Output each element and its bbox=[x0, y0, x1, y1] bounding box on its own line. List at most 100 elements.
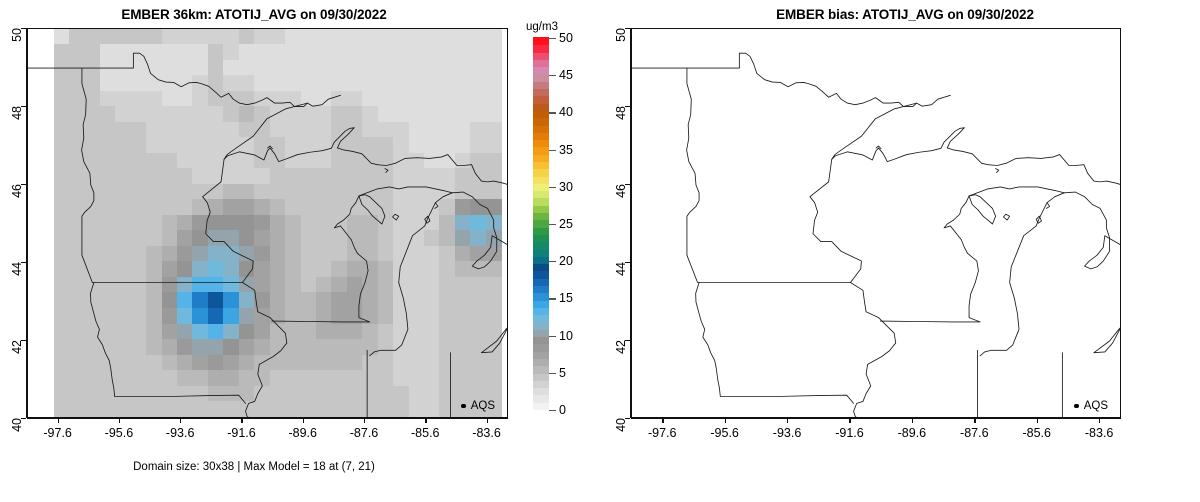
colorbar-segment bbox=[533, 139, 549, 148]
grid-cell bbox=[207, 261, 225, 278]
grid-cell bbox=[99, 29, 116, 45]
grid-cell bbox=[470, 183, 487, 201]
grid-cell bbox=[300, 276, 317, 294]
grid-cell bbox=[454, 323, 471, 340]
grid-cell bbox=[393, 137, 410, 154]
grid-cell bbox=[161, 29, 178, 45]
grid-cell bbox=[454, 121, 471, 138]
grid-cell bbox=[177, 354, 194, 371]
y-axis-tick bbox=[624, 184, 630, 186]
grid-cell bbox=[99, 276, 116, 294]
grid-cell bbox=[146, 183, 163, 201]
grid-cell bbox=[346, 90, 363, 107]
grid-cell bbox=[238, 90, 255, 107]
grid-cell bbox=[207, 183, 225, 201]
grid-cell bbox=[269, 199, 286, 216]
boundary-line bbox=[242, 283, 286, 418]
grid-cell bbox=[177, 385, 194, 402]
colorbar-segment bbox=[533, 372, 549, 381]
grid-cell bbox=[192, 214, 209, 232]
aqs-legend-bias: AQS bbox=[1074, 400, 1108, 412]
grid-cell bbox=[285, 121, 302, 138]
grid-cell bbox=[408, 152, 425, 170]
aqs-marker-icon bbox=[461, 403, 466, 409]
grid-cell bbox=[84, 75, 101, 92]
grid-cell bbox=[423, 152, 441, 170]
grid-cell bbox=[99, 75, 116, 92]
grid-cell bbox=[285, 323, 302, 340]
grid-cell bbox=[439, 245, 456, 263]
grid-cell bbox=[315, 245, 333, 263]
grid-cell bbox=[84, 354, 101, 371]
model-plot-area: AQS bbox=[27, 28, 508, 418]
grid-cell bbox=[346, 199, 363, 216]
grid-cell bbox=[315, 230, 333, 247]
grid-cell bbox=[454, 292, 471, 309]
grid-cell bbox=[362, 230, 379, 247]
grid-cell bbox=[454, 276, 471, 294]
y-axis-tick-label: 48 bbox=[613, 106, 628, 120]
grid-cell bbox=[408, 199, 425, 216]
grid-cell bbox=[53, 261, 70, 278]
grid-cell bbox=[285, 230, 302, 247]
boundary-line bbox=[224, 103, 472, 165]
grid-cell bbox=[223, 339, 240, 356]
colorbar-segment bbox=[533, 44, 549, 53]
grid-cell bbox=[269, 44, 286, 61]
grid-cell bbox=[408, 245, 425, 263]
grid-cell bbox=[84, 183, 101, 201]
colorbar-unit-label: ug/m3 bbox=[526, 21, 558, 33]
grid-cell bbox=[161, 401, 178, 417]
grid-cell bbox=[269, 137, 286, 154]
grid-cell bbox=[408, 59, 425, 76]
grid-cell bbox=[207, 323, 225, 340]
grid-cell bbox=[470, 261, 487, 278]
boundary-line bbox=[944, 196, 969, 240]
grid-cell bbox=[408, 44, 425, 61]
boundary-line bbox=[996, 169, 999, 173]
grid-cell bbox=[161, 199, 178, 216]
colorbar-segment bbox=[533, 387, 549, 396]
grid-cell bbox=[346, 261, 363, 278]
x-axis-tick bbox=[1036, 418, 1039, 423]
grid-cell bbox=[269, 292, 286, 309]
x-axis-tick-label: -83.6 bbox=[472, 426, 501, 440]
grid-cell bbox=[161, 183, 178, 201]
grid-cell bbox=[192, 183, 209, 201]
colorbar-tick bbox=[549, 186, 556, 189]
grid-cell bbox=[439, 90, 456, 107]
grid-cell bbox=[331, 261, 348, 278]
colorbar-segment bbox=[533, 103, 549, 111]
grid-cell bbox=[115, 339, 132, 356]
grid-cell bbox=[439, 385, 456, 402]
x-axis-tick bbox=[364, 418, 366, 423]
grid-cell bbox=[346, 323, 363, 340]
grid-cell bbox=[470, 75, 487, 92]
grid-cell bbox=[207, 385, 225, 402]
grid-cell bbox=[485, 137, 502, 154]
grid-cell bbox=[454, 168, 471, 185]
grid-cell bbox=[207, 106, 225, 123]
grid-cell bbox=[99, 323, 116, 340]
colorbar-segment bbox=[533, 358, 549, 367]
x-axis-tick bbox=[425, 418, 427, 423]
grid-cell bbox=[485, 44, 502, 61]
grid-cell bbox=[84, 308, 101, 325]
y-axis-tick-label: 44 bbox=[9, 262, 24, 276]
grid-cell bbox=[254, 168, 271, 185]
grid-cell bbox=[454, 199, 471, 216]
grid-cell bbox=[485, 354, 502, 371]
colorbar-tick-label: 45 bbox=[559, 68, 573, 83]
grid-cell bbox=[454, 261, 471, 278]
grid-cell bbox=[315, 323, 333, 340]
grid-cell bbox=[393, 370, 410, 387]
grid-cell bbox=[346, 385, 363, 402]
colorbar-segment bbox=[533, 212, 549, 221]
grid-cell bbox=[315, 214, 333, 232]
grid-cell bbox=[207, 168, 225, 185]
boundary-line bbox=[452, 192, 507, 353]
grid-cell bbox=[130, 385, 147, 402]
grid-cell bbox=[130, 152, 147, 170]
colorbar-segment bbox=[533, 256, 549, 265]
grid-cell bbox=[346, 276, 363, 294]
